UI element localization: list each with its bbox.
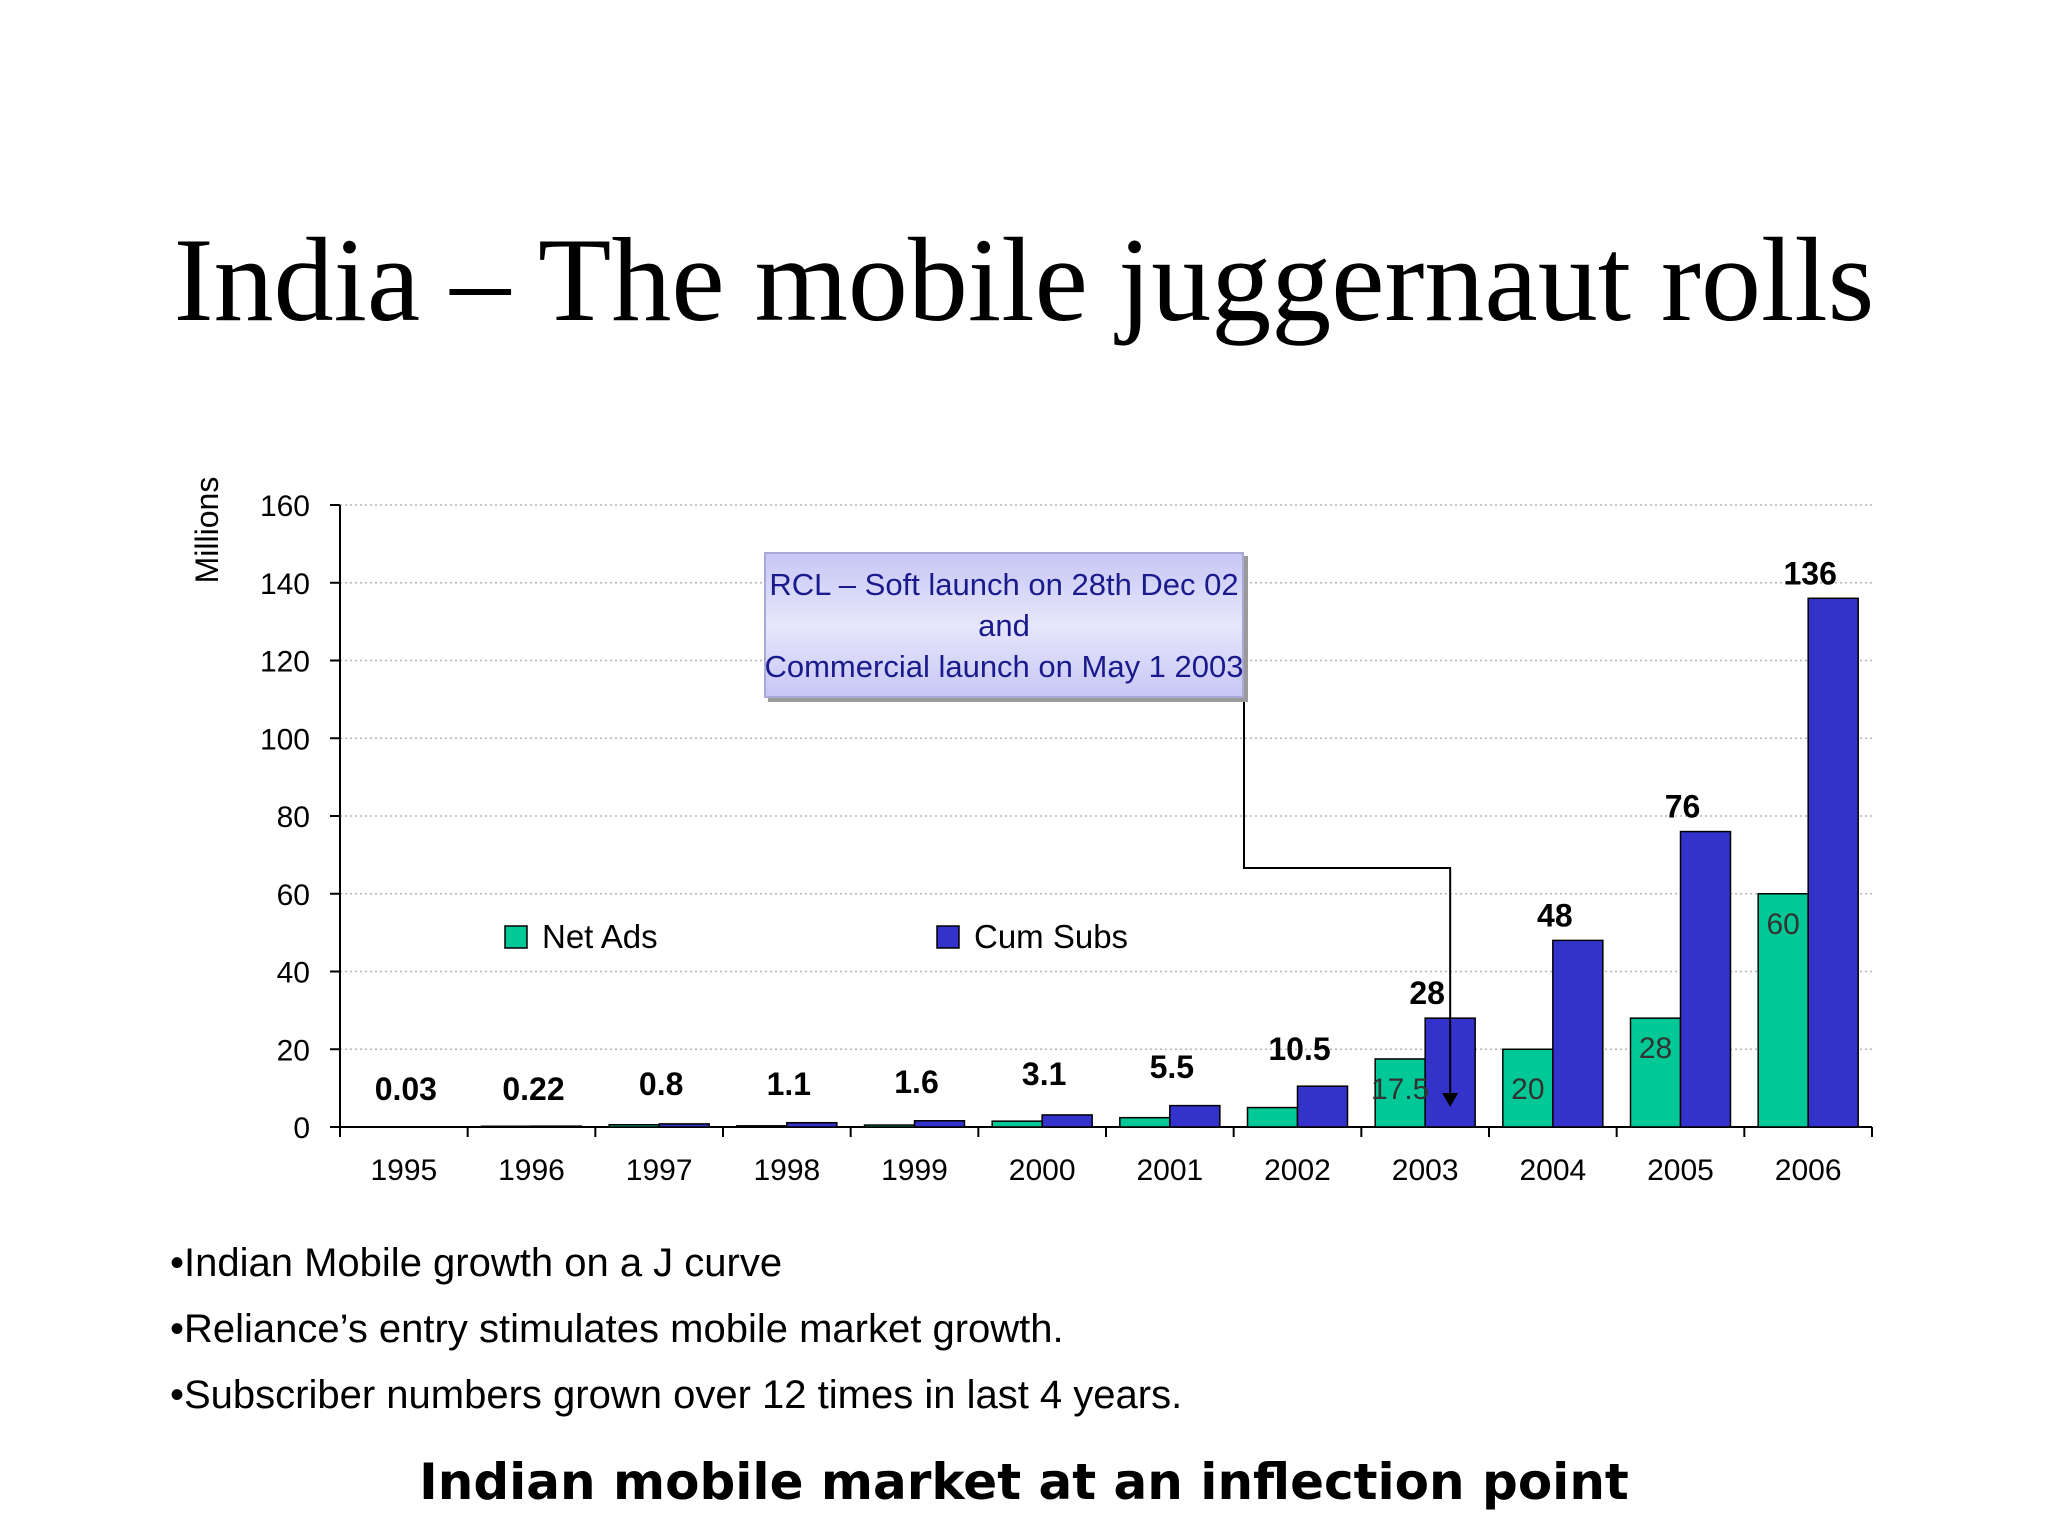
x-tick-label: 1995	[370, 1154, 437, 1187]
bar-net-ads	[480, 1125, 533, 1128]
x-tick-label: 1997	[626, 1154, 693, 1187]
bar-net-ads	[1629, 1017, 1682, 1128]
data-label-net-ads: 20	[1511, 1073, 1544, 1106]
data-label-cum-subs: 48	[1537, 897, 1573, 933]
bullet-list: •Indian Mobile growth on a J curve •Reli…	[170, 1238, 1182, 1436]
annotation-line-1: RCL – Soft launch on 28th Dec 02	[769, 566, 1239, 602]
y-tick-label: 120	[260, 646, 310, 679]
y-tick-label: 100	[260, 723, 310, 756]
bullet-item: •Indian Mobile growth on a J curve	[170, 1241, 783, 1285]
bar-net-ads	[608, 1123, 660, 1128]
x-tick-label: 1996	[498, 1154, 565, 1187]
legend-swatch	[936, 925, 960, 949]
data-label-cum-subs: 28	[1409, 975, 1445, 1011]
bar-cum-subs	[658, 1123, 710, 1128]
data-label-net-ads: 60	[1766, 908, 1799, 941]
data-label-net-ads: 28	[1639, 1032, 1672, 1065]
x-tick-label: 2006	[1775, 1154, 1842, 1187]
bar-cum-subs	[1679, 830, 1732, 1128]
data-label-net-ads: 17.5	[1371, 1073, 1429, 1106]
bar-net-ads	[1757, 893, 1809, 1128]
bar-cum-subs	[1169, 1104, 1221, 1128]
bar-cum-subs	[1552, 939, 1604, 1128]
data-label-cum-subs: 1.1	[767, 1066, 811, 1102]
annotation-connector	[1243, 630, 1452, 1095]
x-tick-label: 1998	[753, 1154, 820, 1187]
launch-annotation: RCL – Soft launch on 28th Dec 02 and Com…	[764, 552, 1244, 698]
bar-net-ads	[1246, 1106, 1299, 1128]
data-label-cum-subs: 0.8	[639, 1066, 683, 1102]
bar-net-ads	[991, 1120, 1043, 1128]
x-tick-label: 2005	[1647, 1154, 1714, 1187]
bullet-item: •Reliance’s entry stimulates mobile mark…	[170, 1307, 1064, 1351]
slide-title: India – The mobile juggernaut rolls	[173, 213, 1875, 346]
data-label-cum-subs: 10.5	[1268, 1031, 1330, 1067]
bar-cum-subs	[530, 1125, 583, 1128]
data-label-cum-subs: 5.5	[1150, 1049, 1194, 1085]
conclusion-text: Indian mobile market at an inflection po…	[419, 1453, 1629, 1511]
bar-net-ads	[1119, 1116, 1171, 1128]
x-tick-label: 2003	[1392, 1154, 1459, 1187]
legend-label: Net Ads	[542, 918, 658, 955]
bar-cum-subs	[1807, 597, 1859, 1128]
x-tick-label: 2000	[1009, 1154, 1076, 1187]
data-label-cum-subs: 1.6	[894, 1064, 938, 1100]
bar-cum-subs	[1296, 1085, 1349, 1128]
y-tick-label: 160	[260, 490, 310, 523]
legend-label: Cum Subs	[974, 918, 1128, 955]
data-label-cum-subs: 76	[1665, 789, 1701, 825]
y-tick-label: 40	[277, 957, 310, 990]
x-tick-label: 2002	[1264, 1154, 1331, 1187]
y-tick-label: 60	[277, 879, 310, 912]
x-tick-label: 2004	[1519, 1154, 1586, 1187]
data-label-cum-subs: 3.1	[1022, 1056, 1066, 1092]
y-axis-title: Millions	[189, 477, 225, 584]
annotation-line-3: Commercial launch on May 1 2003	[764, 648, 1244, 684]
y-tick-label: 20	[277, 1034, 310, 1067]
data-label-cum-subs: 0.03	[375, 1071, 437, 1107]
x-tick-label: 1999	[881, 1154, 948, 1187]
bullet-item: •Subscriber numbers grown over 12 times …	[170, 1373, 1183, 1417]
bar-net-ads	[1374, 1058, 1426, 1128]
annotation-line-2: and	[978, 607, 1030, 643]
y-tick-label: 0	[293, 1112, 310, 1145]
bar-cum-subs	[913, 1120, 966, 1128]
bar-net-ads	[863, 1124, 916, 1128]
bar-net-ads	[736, 1125, 788, 1128]
y-tick-label: 140	[260, 568, 310, 601]
annotation-arrowhead	[1442, 1093, 1459, 1107]
bar-cum-subs	[786, 1121, 838, 1128]
y-tick-label: 80	[277, 801, 310, 834]
bar-cum-subs	[1041, 1114, 1093, 1128]
x-tick-label: 2001	[1136, 1154, 1203, 1187]
data-label-cum-subs: 0.22	[502, 1071, 564, 1107]
legend-swatch	[504, 925, 528, 949]
data-label-cum-subs: 136	[1783, 555, 1836, 591]
